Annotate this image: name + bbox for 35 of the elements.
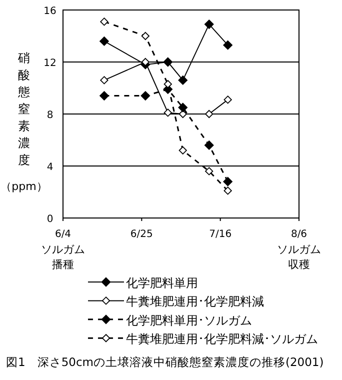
point	[178, 146, 187, 154]
y-tick-label: 12	[44, 58, 56, 69]
point	[204, 20, 214, 29]
y-tick-label: 8	[46, 110, 54, 121]
text: ソルガム播種	[40, 242, 86, 272]
text: ソルガム収穫	[276, 242, 322, 272]
point	[164, 108, 172, 117]
point	[100, 91, 109, 100]
y-tick-label: 0	[46, 214, 54, 225]
legend-label: 化学肥料単用･ソルガム	[126, 313, 252, 328]
legend-label: 牛糞堆肥連用･化学肥料減･ソルガム	[126, 332, 318, 346]
x-tick-label: 6/4	[54, 229, 72, 240]
y-tick-label: 4	[46, 162, 54, 173]
point	[163, 57, 173, 67]
point	[178, 76, 188, 85]
x-tick-label: 6/25	[130, 229, 153, 240]
point	[140, 91, 150, 100]
point	[224, 186, 232, 195]
point	[223, 40, 232, 50]
point	[205, 167, 214, 176]
legend-label: 化学肥料単用	[126, 276, 198, 290]
point	[204, 140, 214, 150]
legend-label: 牛糞堆肥連用･化学肥料減	[126, 294, 264, 309]
x-tick-label: 7/16	[209, 229, 232, 240]
point	[205, 110, 214, 118]
point	[223, 176, 232, 186]
text: 図1 深さ50cmの土壌溶液中硝酸態窒素濃度の推移(2001)	[6, 355, 324, 369]
point	[100, 36, 109, 46]
y-tick-label: 16	[44, 6, 56, 17]
point	[100, 18, 108, 26]
point	[141, 32, 150, 40]
x-tick-label: 8/6	[290, 229, 308, 240]
point	[224, 96, 232, 104]
point	[100, 76, 108, 84]
point	[178, 102, 188, 112]
